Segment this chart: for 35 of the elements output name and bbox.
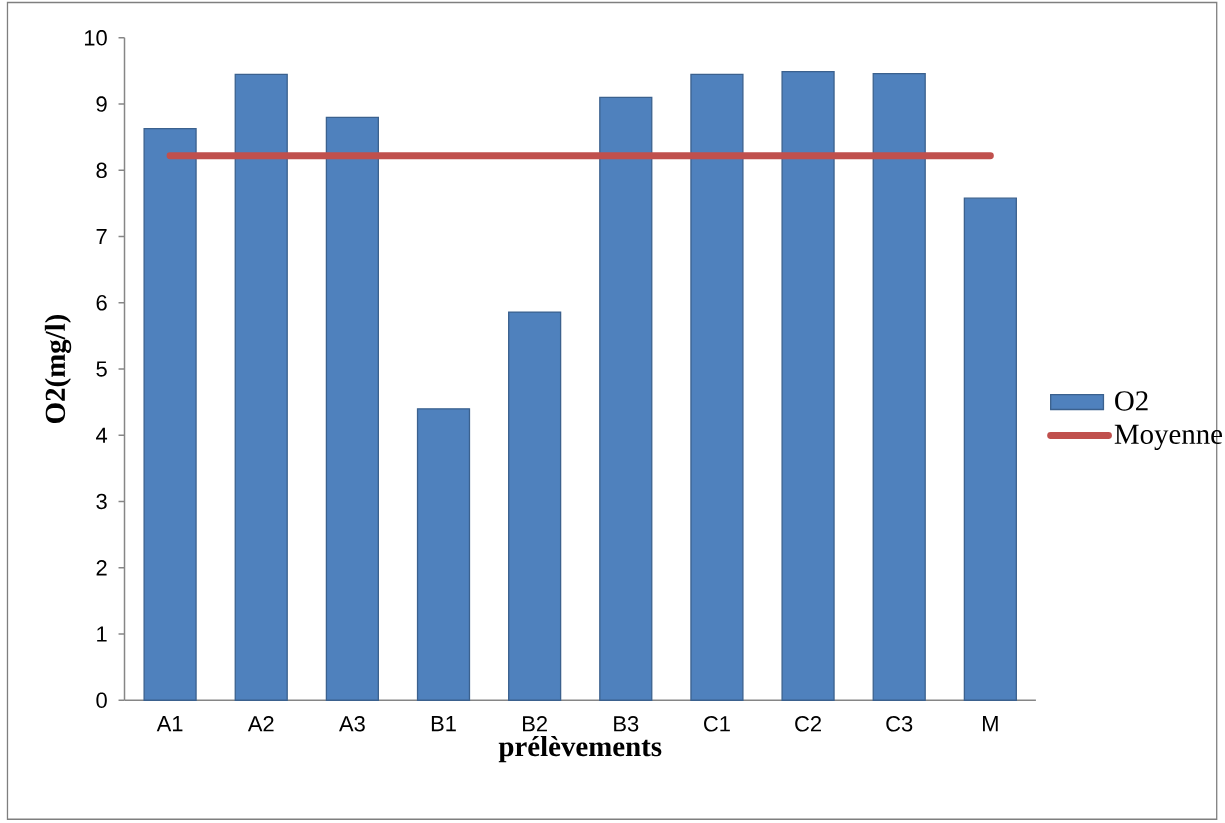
x-tick-label: A3 [339,716,365,732]
x-tick-label: C3 [886,716,913,732]
bar [690,73,744,702]
x-axis-title: prélèvements [498,736,662,763]
bar [508,311,562,702]
y-tick-label: 3 [96,493,107,510]
bar [325,116,379,702]
y-tick-label: 0 [96,692,107,709]
y-tick-label: 10 [84,30,107,46]
y-tick-label: 7 [96,229,107,245]
x-tick-label: B2 [523,716,547,732]
bar [781,71,835,702]
x-tick-label: C1 [704,716,730,732]
x-tick-label: B3 [614,716,639,732]
bar [963,197,1017,702]
x-tick-label: A1 [156,716,183,732]
y-tick-label: 5 [96,361,107,377]
legend-label: Moyenne [1114,424,1223,451]
y-tick-label: 2 [96,560,107,576]
y-tick-label: 8 [96,162,107,179]
y-tick-label: 9 [96,96,107,112]
y-tick-label: 1 [97,626,107,642]
x-tick-label: M [983,716,998,732]
bar [416,408,471,702]
bar [143,128,197,702]
x-tick-label: C2 [795,716,821,732]
y-axis-title: O2(mg/l) [44,315,72,424]
bar [599,96,653,702]
y-tick-label: 4 [96,427,108,443]
y-tick-label: 6 [96,295,107,311]
legend-label: O2 [1115,391,1148,411]
x-tick-label: A2 [247,716,274,732]
bar [234,73,288,702]
x-tick-label: B1 [431,716,456,732]
bar [872,73,926,702]
